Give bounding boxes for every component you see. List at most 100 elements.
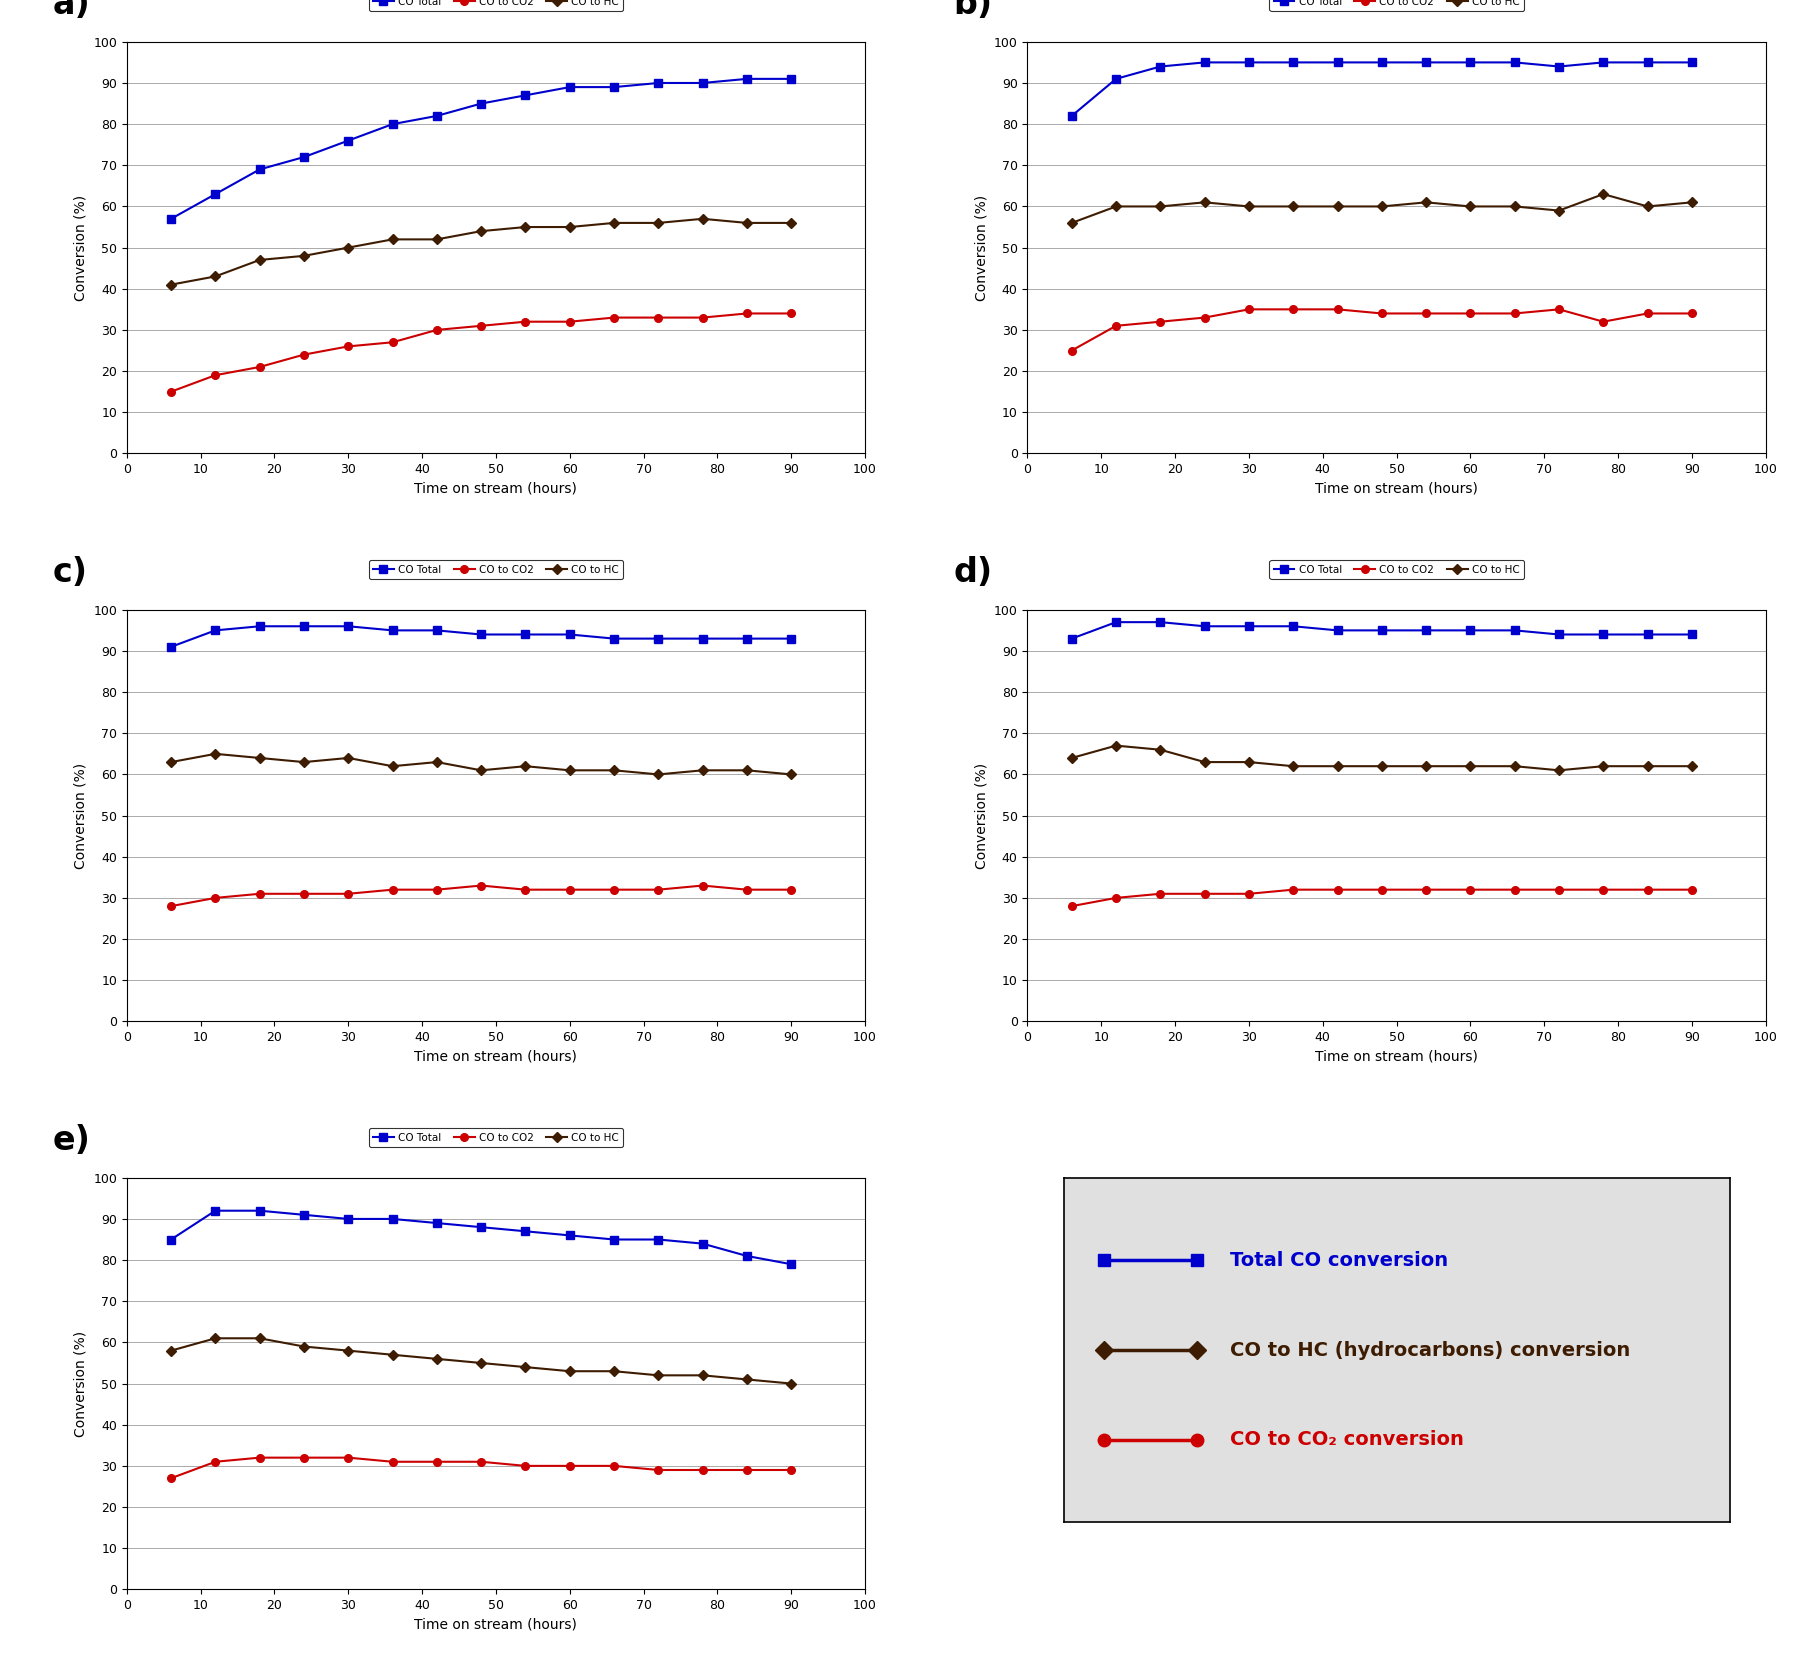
CO Total xyxy=(735,629,757,649)
CO Total xyxy=(1460,52,1481,72)
CO to CO2 xyxy=(337,336,359,356)
CO to HC xyxy=(205,266,226,286)
CO to CO2 xyxy=(1414,880,1436,900)
Y-axis label: Conversion (%): Conversion (%) xyxy=(974,763,989,868)
CO Total xyxy=(205,1201,226,1221)
CO Total xyxy=(1150,612,1172,632)
Line: CO Total: CO Total xyxy=(167,622,795,651)
CO to CO2 xyxy=(1637,303,1659,323)
CO to CO2 xyxy=(293,345,315,365)
CO to CO2 xyxy=(781,880,802,900)
Line: CO to HC: CO to HC xyxy=(1068,191,1695,226)
CO to HC xyxy=(1681,192,1702,212)
CO Total xyxy=(426,105,447,125)
X-axis label: Time on stream (hours): Time on stream (hours) xyxy=(415,1618,578,1631)
CO Total xyxy=(159,1230,181,1250)
Text: c): c) xyxy=(53,555,89,589)
CO Total xyxy=(692,74,714,94)
CO to HC xyxy=(1503,756,1525,776)
CO Total xyxy=(735,1246,757,1266)
CO Total xyxy=(382,114,404,134)
CO to CO2 xyxy=(1239,883,1260,903)
CO to CO2 xyxy=(248,883,270,903)
CO to HC xyxy=(735,760,757,780)
CO to CO2 xyxy=(1150,311,1172,331)
CO to HC xyxy=(159,753,181,773)
CO to HC xyxy=(560,760,581,780)
CO to CO2 xyxy=(1371,303,1393,323)
CO to CO2 xyxy=(382,333,404,353)
CO to HC xyxy=(426,229,447,249)
CO to CO2 xyxy=(1460,303,1481,323)
CO Total xyxy=(1592,624,1614,644)
CO to CO2 xyxy=(1193,308,1215,328)
CO Total xyxy=(648,629,670,649)
CO to CO2 xyxy=(248,1447,270,1467)
CO Total xyxy=(1681,52,1702,72)
CO to HC xyxy=(1637,756,1659,776)
CO to CO2 xyxy=(781,303,802,323)
CO to CO2 xyxy=(1061,897,1083,917)
CO to CO2 xyxy=(293,1447,315,1467)
CO to CO2 xyxy=(1282,299,1304,320)
CO to HC xyxy=(471,760,493,780)
CO to HC xyxy=(1193,192,1215,212)
CO Total xyxy=(1503,52,1525,72)
CO Total xyxy=(692,629,714,649)
CO Total xyxy=(514,85,536,105)
CO to CO2 xyxy=(560,311,581,331)
Line: CO Total: CO Total xyxy=(1068,59,1695,120)
CO to HC xyxy=(735,1370,757,1390)
CO Total xyxy=(781,69,802,89)
CO to HC xyxy=(1460,756,1481,776)
CO Total xyxy=(1637,624,1659,644)
CO to HC xyxy=(1061,212,1083,233)
Line: CO Total: CO Total xyxy=(1068,619,1695,642)
CO to CO2 xyxy=(337,883,359,903)
CO Total xyxy=(248,1201,270,1221)
Text: a): a) xyxy=(53,0,91,22)
CO to HC xyxy=(1548,201,1570,221)
CO Total xyxy=(1503,621,1525,641)
Y-axis label: Conversion (%): Conversion (%) xyxy=(974,194,989,301)
CO to CO2 xyxy=(692,875,714,895)
CO to HC xyxy=(337,1340,359,1360)
CO Total xyxy=(603,77,625,97)
CO to HC xyxy=(1681,756,1702,776)
CO to HC xyxy=(1327,196,1349,216)
X-axis label: Time on stream (hours): Time on stream (hours) xyxy=(415,1049,578,1064)
CO Total xyxy=(692,1233,714,1253)
CO to HC xyxy=(514,756,536,776)
CO to CO2 xyxy=(471,875,493,895)
CO to HC xyxy=(692,209,714,229)
CO to CO2 xyxy=(603,880,625,900)
CO to HC xyxy=(1150,739,1172,760)
CO to HC xyxy=(603,212,625,233)
CO Total xyxy=(514,624,536,644)
CO Total xyxy=(1637,52,1659,72)
Legend: CO Total, CO to CO2, CO to HC: CO Total, CO to CO2, CO to HC xyxy=(1270,560,1523,579)
CO Total xyxy=(1548,57,1570,77)
CO to HC xyxy=(1105,736,1126,756)
CO to CO2 xyxy=(159,1469,181,1489)
CO to CO2 xyxy=(248,356,270,376)
CO to HC xyxy=(426,753,447,773)
CO to CO2 xyxy=(1503,880,1525,900)
CO to CO2 xyxy=(692,1461,714,1481)
Line: CO to CO2: CO to CO2 xyxy=(1068,885,1695,910)
CO to HC xyxy=(1371,756,1393,776)
CO to CO2 xyxy=(1548,299,1570,320)
CO to HC xyxy=(781,765,802,785)
CO Total xyxy=(205,621,226,641)
CO Total xyxy=(1460,621,1481,641)
CO to HC xyxy=(692,760,714,780)
CO to CO2 xyxy=(735,303,757,323)
CO to CO2 xyxy=(1548,880,1570,900)
CO Total xyxy=(1239,616,1260,636)
CO to CO2 xyxy=(1193,883,1215,903)
Text: CO to HC (hydrocarbons) conversion: CO to HC (hydrocarbons) conversion xyxy=(1230,1340,1630,1360)
CO Total xyxy=(1061,105,1083,125)
CO to CO2 xyxy=(648,308,670,328)
CO to CO2 xyxy=(1061,341,1083,361)
CO to CO2 xyxy=(1371,880,1393,900)
